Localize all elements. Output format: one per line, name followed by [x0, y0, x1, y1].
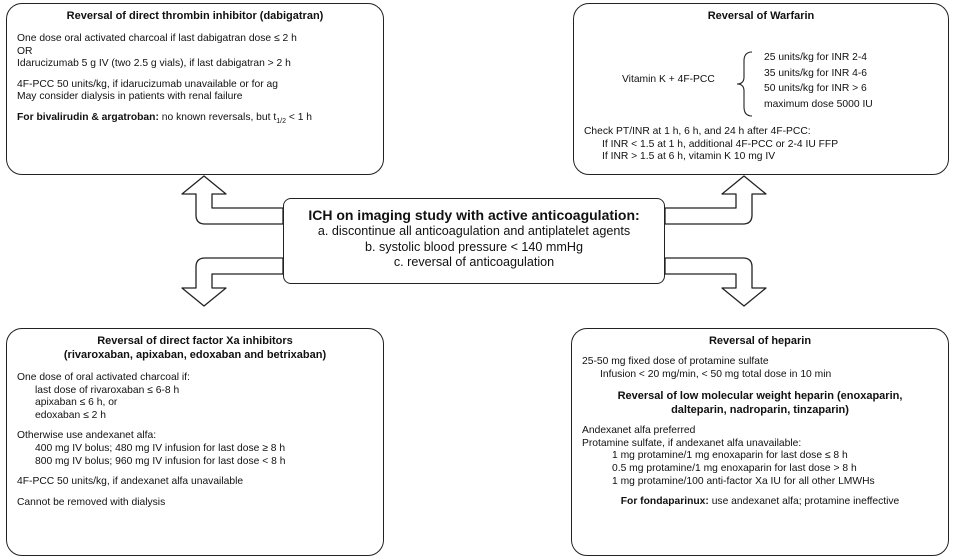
dabigatran-line-idarucizumab: Idarucizumab 5 g IV (two 2.5 g vials), i… [17, 58, 291, 70]
warfarin-box: Reversal of Warfarin Vitamin K + 4F-PCC … [573, 3, 949, 175]
dabigatran-line-pcc: 4F-PCC 50 units/kg, if idarucizumab unav… [17, 78, 278, 90]
factor-xa-box: Reversal of direct factor Xa inhibitors … [6, 328, 384, 556]
dabigatran-box: Reversal of direct thrombin inhibitor (d… [6, 3, 384, 175]
arrow-to-warfarin [664, 175, 767, 225]
xa-title-1: Reversal of direct factor Xa inhibitors [97, 335, 293, 347]
xa-charcoal: One dose of oral activated charcoal if: [17, 372, 190, 383]
fondaparinux-note: For fondaparinux: use andexanet alfa; pr… [582, 496, 938, 509]
warfarin-dose-2: 35 units/kg for INR 4-6 [764, 67, 868, 79]
dabigatran-line-charcoal: One dose oral activated charcoal if last… [17, 33, 297, 44]
dabigatran-title: Reversal of direct thrombin inhibitor (d… [66, 10, 324, 22]
warfarin-dose-max: maximum dose 5000 IU [764, 98, 873, 110]
dabigatran-line-or: OR [17, 45, 33, 57]
heparin-protamine: 25-50 mg fixed dose of protamine sulfate [582, 356, 769, 367]
lmwh-enox-le8: 1 mg protamine/1 mg enoxaparin for last … [612, 450, 848, 462]
xa-andexanet-low: 400 mg IV bolus; 480 mg IV infusion for … [35, 442, 286, 454]
arrow-to-heparin [664, 257, 767, 307]
xa-pcc: 4F-PCC 50 units/kg, if andexanet alfa un… [17, 476, 244, 488]
center-heading: ICH on imaging study with active anticoa… [308, 207, 640, 223]
warfarin-title: Reversal of Warfarin [707, 10, 815, 22]
xa-dialysis: Cannot be removed with dialysis [17, 496, 166, 508]
dabigatran-line-dialysis: May consider dialysis in patients with r… [17, 91, 243, 103]
half-life-subscript: 1/2 [276, 118, 286, 126]
bivalirudin-note: For bivalirudin & argatroban: no known r… [17, 112, 373, 129]
xa-charcoal-apixaban: apixaban ≤ 6 h, or [35, 397, 118, 409]
lmwh-enox-gt8: 0.5 mg protamine/1 mg enoxaparin for las… [612, 462, 857, 474]
center-line-a: a. discontinue all anticoagulation and a… [317, 224, 631, 238]
lmwh-andexanet: Andexanet alfa preferred [582, 425, 696, 437]
lmwh-other: 1 mg protamine/100 anti-factor Xa IU for… [612, 475, 875, 487]
fondaparinux-bold: For fondaparinux: [620, 496, 709, 508]
lmwh-protamine: Protamine sulfate, if andexanet alfa una… [582, 437, 802, 449]
brace-icon [736, 51, 753, 117]
central-ich-box: ICH on imaging study with active anticoa… [283, 198, 665, 284]
xa-otherwise: Otherwise use andexanet alfa: [17, 430, 157, 442]
warfarin-combo: Vitamin K + 4F-PCC [622, 74, 715, 85]
lmwh-title-2: dalteparin, nadroparin, tinzaparin) [671, 404, 849, 417]
warfarin-check-6h: If INR > 1.5 at 6 h, vitamin K 10 mg IV [602, 151, 776, 163]
arrow-to-dabigatran [181, 175, 284, 225]
bivalirudin-note-end: < 1 h [285, 111, 313, 123]
warfarin-dose-3: 50 units/kg for INR > 6 [764, 83, 867, 94]
heparin-box: Reversal of heparin 25-50 mg fixed dose … [571, 328, 949, 556]
warfarin-check: Check PT/INR at 1 h, 6 h, and 24 h after… [584, 126, 811, 137]
xa-andexanet-high: 800 mg IV bolus; 960 mg IV infusion for … [35, 455, 286, 467]
warfarin-dose-list: 25 units/kg for INR 2-4 35 units/kg for … [764, 50, 873, 112]
warfarin-check-1h: If INR < 1.5 at 1 h, additional 4F-PCC o… [602, 138, 839, 150]
center-line-b: b. systolic blood pressure < 140 mmHg [364, 239, 584, 254]
fondaparinux-text: use andexanet alfa; protamine ineffectiv… [708, 496, 900, 508]
xa-charcoal-edoxaban: edoxaban ≤ 2 h [35, 409, 106, 421]
warfarin-dose-1: 25 units/kg for INR 2-4 [764, 52, 868, 63]
heparin-infusion: Infusion < 20 mg/min, < 50 mg total dose… [600, 368, 832, 380]
xa-title-2: (rivaroxaban, apixaban, edoxaban and bet… [63, 349, 327, 361]
xa-charcoal-rivaroxaban: last dose of rivaroxaban ≤ 6-8 h [35, 384, 180, 396]
arrow-to-xa [181, 257, 284, 307]
bivalirudin-note-bold: For bivalirudin & argatroban: [17, 111, 159, 123]
heparin-title: Reversal of heparin [708, 335, 812, 347]
center-line-c: c. reversal of anticoagulation [393, 255, 555, 269]
lmwh-title-1: Reversal of low molecular weight heparin… [617, 390, 903, 403]
bivalirudin-note-text: no known reversals, but t [158, 111, 277, 123]
